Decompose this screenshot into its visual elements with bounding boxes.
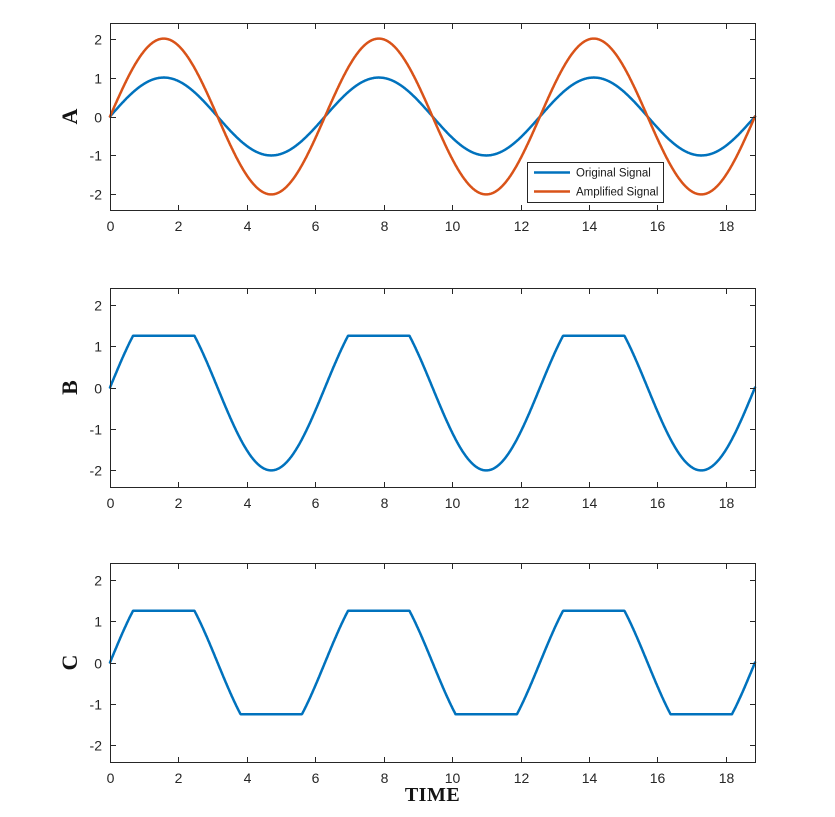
x-tick-label: 18: [719, 218, 735, 234]
y-tick-label: -2: [90, 187, 103, 203]
x-tick-label: 6: [312, 495, 320, 511]
y-tick-label: -1: [90, 148, 103, 164]
x-tick-label: 12: [514, 495, 530, 511]
x-tick-label: 10: [445, 218, 461, 234]
x-tick-label: 10: [445, 770, 461, 786]
axes-box: [110, 288, 756, 488]
x-tick-label: 4: [244, 495, 252, 511]
y-tick-label: -1: [90, 697, 103, 713]
x-tick-label: 18: [719, 495, 735, 511]
x-tick-label: 14: [582, 218, 598, 234]
x-tick-label: 4: [244, 770, 252, 786]
x-tick-label: 8: [381, 495, 389, 511]
y-axis-label: C: [57, 655, 82, 671]
x-tick-label: 16: [650, 770, 666, 786]
x-tick-label: 0: [107, 770, 115, 786]
y-axis-label: B: [57, 380, 82, 395]
y-tick-label: 1: [94, 614, 102, 630]
legend: Original Signal Amplified Signal: [527, 162, 664, 203]
x-tick-label: 18: [719, 770, 735, 786]
x-tick-label: 14: [582, 770, 598, 786]
legend-label: Amplified Signal: [576, 187, 658, 199]
x-tick-label: 6: [312, 218, 320, 234]
y-tick-label: -2: [90, 463, 103, 479]
y-tick-label: 2: [94, 298, 102, 314]
y-axis-label: A: [57, 108, 82, 124]
y-tick-label: 1: [94, 339, 102, 355]
y-tick-label: 1: [94, 71, 102, 87]
x-tick-label: 2: [175, 495, 183, 511]
axes-box: [110, 23, 756, 211]
x-tick-label: 4: [244, 218, 252, 234]
y-tick-label: 2: [94, 32, 102, 48]
y-tick-label: -2: [90, 738, 103, 754]
y-tick-label: -1: [90, 422, 103, 438]
curve-a-1: [108, 37, 757, 196]
legend-box: [527, 162, 664, 203]
x-tick-label: 16: [650, 218, 666, 234]
y-tick-label: 0: [94, 110, 102, 126]
x-tick-label: 8: [381, 218, 389, 234]
y-tick-label: 2: [94, 573, 102, 589]
curve-b-0: [108, 334, 757, 472]
x-tick-label: 0: [107, 218, 115, 234]
y-tick-label: 0: [94, 381, 102, 397]
x-tick-label: 6: [312, 770, 320, 786]
x-tick-label: 10: [445, 495, 461, 511]
x-tick-label: 2: [175, 218, 183, 234]
legend-label: Original Signal: [576, 168, 651, 180]
curve-c-0: [108, 609, 757, 716]
x-axis-label: TIME: [405, 784, 460, 806]
x-tick-label: 16: [650, 495, 666, 511]
x-tick-label: 14: [582, 495, 598, 511]
x-tick-label: 8: [381, 770, 389, 786]
x-tick-label: 12: [514, 218, 530, 234]
x-tick-label: 2: [175, 770, 183, 786]
axes-box: [110, 563, 756, 763]
y-tick-label: 0: [94, 656, 102, 672]
x-tick-label: 12: [514, 770, 530, 786]
x-tick-label: 0: [107, 495, 115, 511]
